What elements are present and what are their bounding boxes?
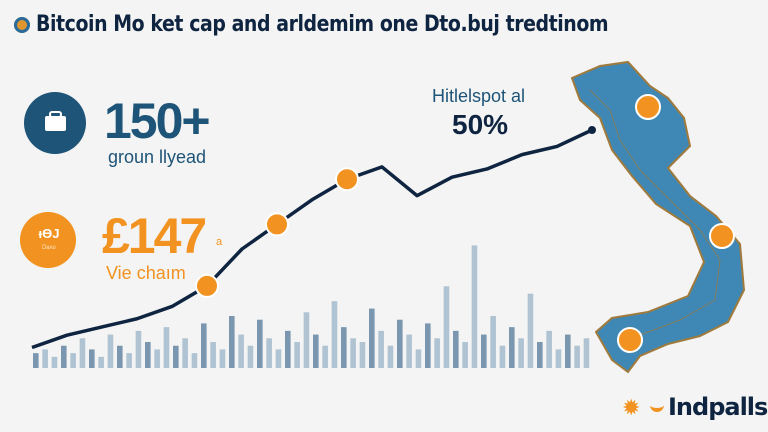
bar (33, 353, 39, 368)
bar (313, 334, 319, 368)
bar (397, 319, 403, 368)
smile-logo-icon (650, 400, 664, 412)
callout-label: Hitlelspot al (432, 86, 526, 106)
bar (163, 327, 170, 368)
bar (285, 330, 291, 368)
callout-value: 50% (452, 109, 509, 140)
bar (434, 338, 440, 368)
bar (107, 334, 114, 368)
bar (518, 338, 524, 368)
map-marker (709, 223, 735, 249)
bar (481, 334, 487, 368)
bar (89, 349, 95, 368)
bar (79, 338, 86, 368)
bar (61, 345, 67, 368)
bitcoin-icon (14, 17, 30, 33)
bar (462, 342, 468, 368)
bar (546, 330, 552, 368)
page-title: Bitcoin Mo ket cap and arldemim one Dto.… (36, 12, 609, 37)
bar (415, 349, 422, 368)
sun-logo-icon: ✹ (622, 395, 641, 420)
coin-icon (335, 167, 359, 192)
stat-value: £147 (102, 208, 207, 264)
bar (359, 342, 366, 368)
bar (173, 345, 179, 368)
bar (219, 349, 226, 368)
bar (238, 334, 244, 368)
bar (341, 327, 347, 368)
bar (154, 349, 160, 368)
bar (583, 338, 590, 368)
coin-icon-text: ᵻӨЈ (38, 226, 60, 241)
map-markers (617, 94, 735, 353)
bar (201, 323, 207, 368)
bar (527, 293, 534, 368)
bar (51, 356, 58, 368)
bar (98, 356, 104, 368)
bar (555, 349, 562, 368)
bar (471, 245, 478, 368)
coin-icon (20, 212, 76, 268)
bar (537, 342, 543, 368)
bar (135, 330, 142, 368)
bar (117, 345, 123, 368)
bar (210, 342, 216, 368)
bar (247, 345, 254, 368)
bar (257, 319, 263, 368)
bar (303, 312, 310, 368)
bar (565, 334, 571, 368)
bar (191, 353, 198, 368)
bar (42, 349, 48, 368)
coin-icon (195, 273, 219, 298)
bar (443, 286, 450, 368)
bar (275, 349, 282, 368)
bar (266, 338, 272, 368)
bar (490, 316, 496, 368)
bar (70, 353, 76, 368)
brand-logo: Indpalls (668, 393, 768, 421)
bar (369, 308, 375, 368)
stat-value: 150+ (104, 93, 211, 149)
bar (331, 301, 338, 368)
bar (294, 342, 300, 368)
bar (574, 345, 580, 368)
stat-label: groun llyead (108, 147, 207, 167)
bar (145, 342, 151, 368)
bar (406, 334, 412, 368)
bar (322, 345, 328, 368)
bar (350, 338, 356, 368)
briefcase-glyph (45, 116, 66, 131)
map-marker (617, 327, 643, 353)
bar (126, 353, 132, 368)
bar (425, 323, 431, 368)
coin-icon (265, 212, 289, 237)
bar (229, 316, 235, 368)
bar (182, 338, 188, 368)
coin-icon-subtext: Ꭰᴚᴧʋ (42, 245, 56, 251)
trend-line-endpoint (588, 126, 596, 134)
bar (387, 345, 394, 368)
bar (453, 330, 459, 368)
stat-label: Vie chaım (106, 263, 186, 283)
map-marker (635, 94, 661, 120)
stat-suffix: a (216, 236, 223, 248)
bar (378, 330, 384, 368)
bar (499, 345, 506, 368)
bar (509, 327, 515, 368)
vietnam-map (570, 60, 746, 374)
trend-line (31, 128, 593, 350)
